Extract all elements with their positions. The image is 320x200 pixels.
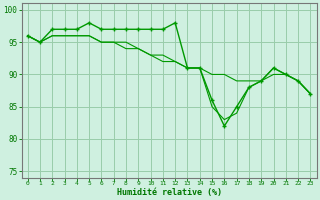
X-axis label: Humidité relative (%): Humidité relative (%): [116, 188, 221, 197]
